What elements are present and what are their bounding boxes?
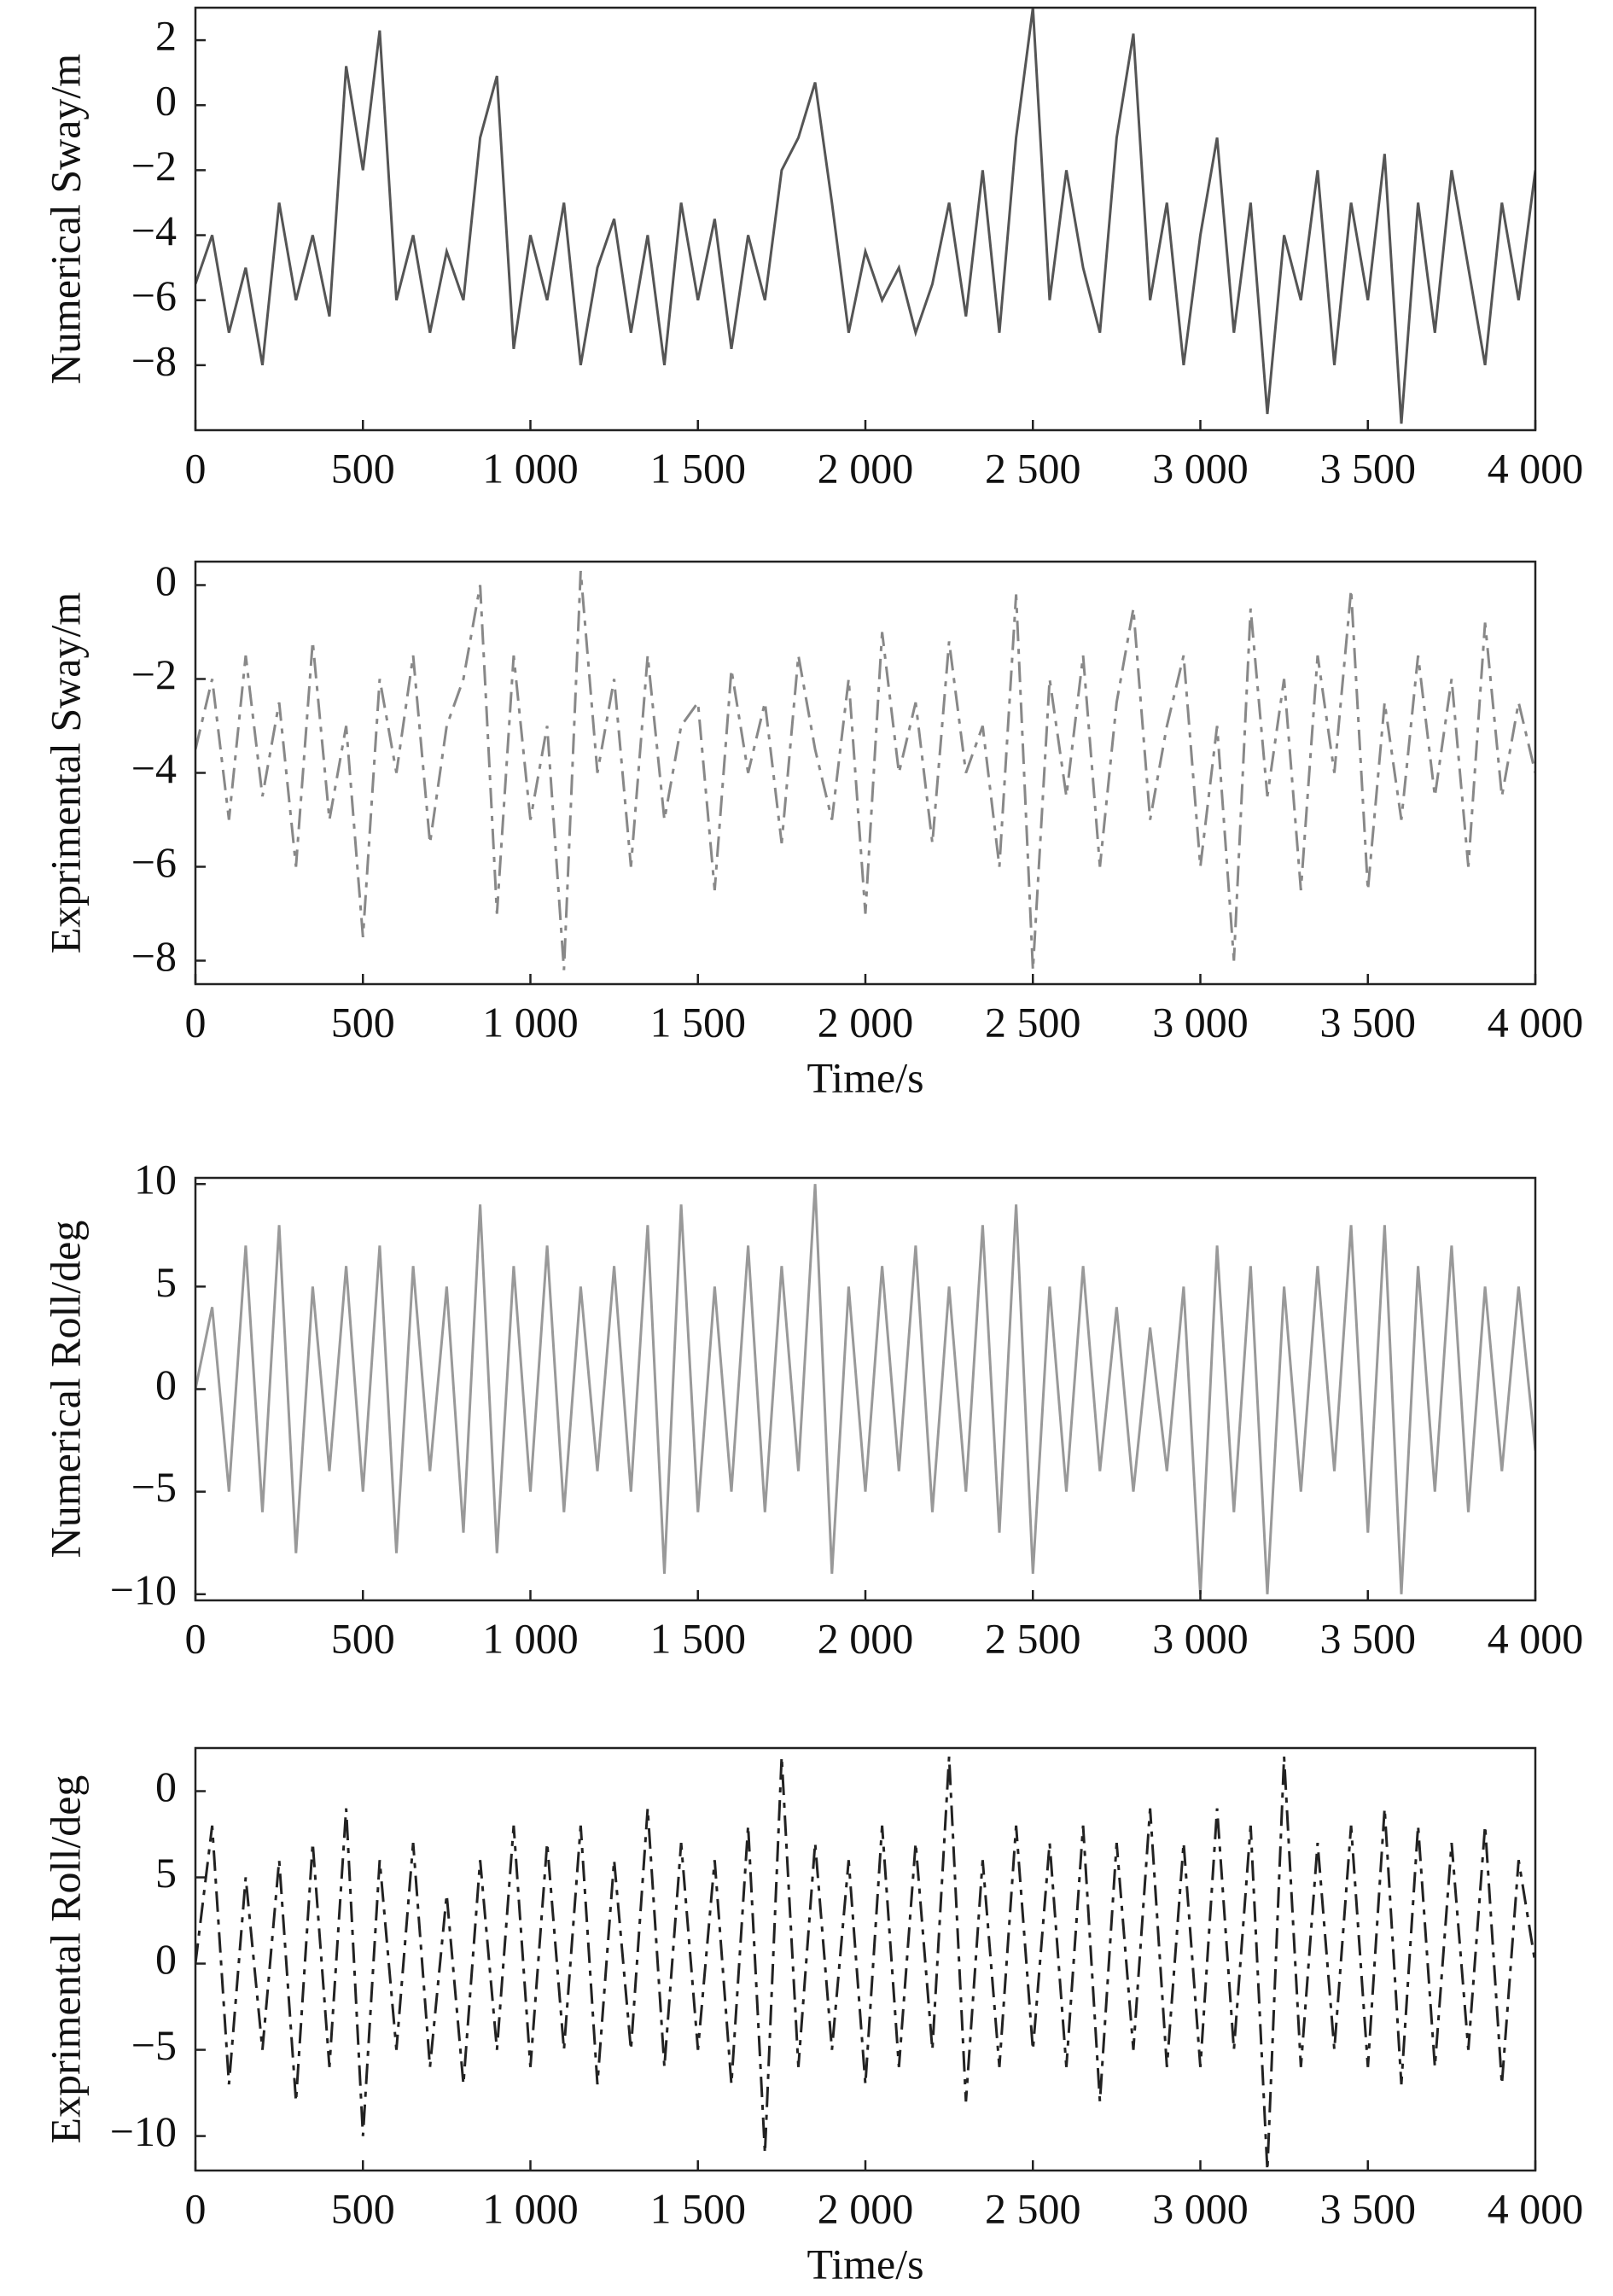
x-tick-label: 0 <box>185 998 207 1046</box>
y-tick-label: −4 <box>131 744 177 792</box>
x-tick-label: 3 000 <box>1152 2184 1249 2232</box>
x-tick-label: 2 000 <box>818 1614 914 1662</box>
y-axis-label: Numerical Roll/deg <box>41 1221 89 1559</box>
x-tick-label: 1 000 <box>482 1614 579 1662</box>
x-tick-label: 1 500 <box>650 444 747 492</box>
y-axis-label: Numerical Sway/m <box>41 54 89 385</box>
x-tick-label: 4 000 <box>1488 2184 1584 2232</box>
x-axis-label: Time/s <box>806 1053 923 1101</box>
x-tick-label: 1 500 <box>650 2184 747 2232</box>
y-tick-label: −8 <box>131 932 177 980</box>
x-tick-label: 4 000 <box>1488 444 1584 492</box>
x-tick-label: 3 000 <box>1152 1614 1249 1662</box>
x-tick-label: 3 000 <box>1152 444 1249 492</box>
y-tick-label: −5 <box>131 2021 177 2069</box>
x-tick-label: 500 <box>331 444 395 492</box>
y-tick-label: 0 <box>155 1935 177 1983</box>
x-tick-label: 500 <box>331 1614 395 1662</box>
y-axis-label: Exprimental Roll/deg <box>41 1775 89 2144</box>
x-axis-label: Time/s <box>806 2240 923 2287</box>
x-tick-label: 2 000 <box>818 998 914 1046</box>
data-line <box>195 1757 1535 2171</box>
panel: 0−2−4−6−80 500 1 000 1 500 2 000 2 500 3 000 3 … <box>41 557 1583 1102</box>
plot-frame <box>194 6 1537 432</box>
y-tick-label: 2 <box>155 12 177 60</box>
x-tick-label: 3 500 <box>1320 444 1417 492</box>
y-axis-label: Exprimental Sway/m <box>41 592 89 954</box>
y-tick-label: 0 <box>155 1763 177 1810</box>
y-tick-label: −6 <box>131 838 177 886</box>
x-tick-label: 0 <box>185 2184 207 2232</box>
panel: 2 0 −2 −4 −6 −8 0 500 1 000 1 500 2 000 2 500 3 000 3… <box>41 6 1584 492</box>
x-tick-label: 0 <box>185 1614 207 1662</box>
x-tick-label: 2 500 <box>985 2184 1081 2232</box>
y-tick-label: −6 <box>131 271 177 319</box>
x-tick-label: 1 000 <box>482 998 579 1046</box>
y-tick-label: −5 <box>131 1463 177 1511</box>
data-line <box>195 570 1535 970</box>
x-tick-label: 3 500 <box>1320 1614 1417 1662</box>
x-tick-label: 1 500 <box>650 1614 747 1662</box>
x-tick-label: 1 000 <box>482 444 579 492</box>
x-tick-label: 2 500 <box>985 998 1081 1046</box>
x-tick-label: 4 000 <box>1488 1614 1584 1662</box>
panel: 050−5−100 500 1 000 1 500 2 000 2 500 3 000 3 5… <box>41 1746 1584 2287</box>
x-tick-label: 4 000 <box>1488 998 1584 1046</box>
x-tick-label: 500 <box>331 998 395 1046</box>
y-tick-label: −2 <box>131 142 177 189</box>
plot-frame <box>194 1746 1537 2172</box>
y-tick-label: −4 <box>131 207 177 254</box>
x-tick-label: 2 000 <box>818 444 914 492</box>
x-tick-label: 3 500 <box>1320 998 1417 1046</box>
x-tick-label: 2 500 <box>985 444 1081 492</box>
y-tick-label: 5 <box>155 1258 177 1306</box>
y-tick-label: −10 <box>110 1565 177 1613</box>
y-tick-label: −2 <box>131 650 177 698</box>
data-line <box>195 1184 1535 1594</box>
x-tick-label: 0 <box>185 444 207 492</box>
y-tick-label: −10 <box>110 2107 177 2155</box>
x-tick-label: 1 000 <box>482 2184 579 2232</box>
y-tick-label: −8 <box>131 336 177 384</box>
x-tick-label: 500 <box>331 2184 395 2232</box>
x-tick-label: 2 000 <box>818 2184 914 2232</box>
x-tick-label: 3 000 <box>1152 998 1249 1046</box>
y-tick-label: 5 <box>155 1849 177 1897</box>
y-tick-label: 10 <box>134 1156 177 1203</box>
x-tick-label: 1 500 <box>650 998 747 1046</box>
y-tick-label: 0 <box>155 77 177 125</box>
x-tick-label: 3 500 <box>1320 2184 1417 2232</box>
x-tick-label: 2 500 <box>985 1614 1081 1662</box>
y-tick-label: 0 <box>155 557 177 604</box>
y-tick-label: 0 <box>155 1361 177 1408</box>
data-line <box>195 8 1535 424</box>
